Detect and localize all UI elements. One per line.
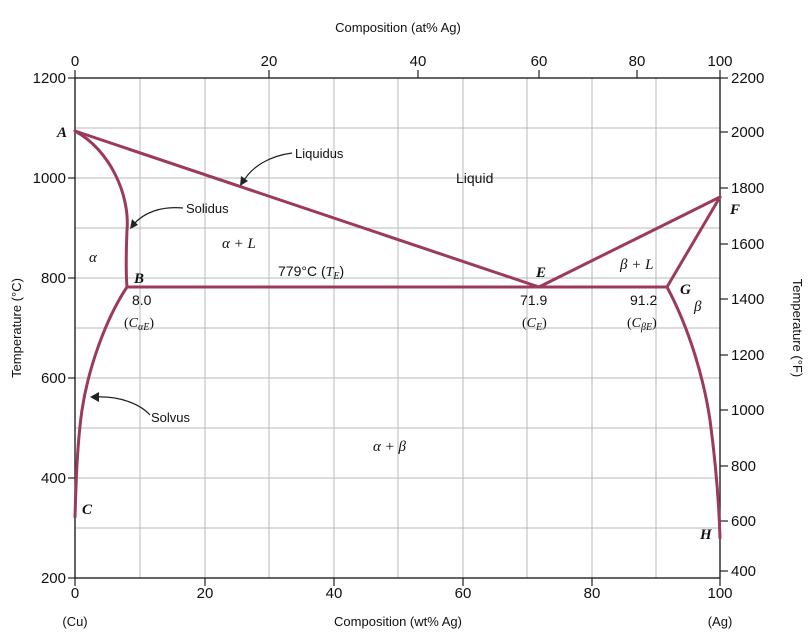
b-composition-value: 8.0: [132, 292, 152, 308]
right-tick-label: 600: [731, 513, 756, 530]
b-composition-symbol: (CαE): [124, 316, 154, 333]
right-tick-label: 1200: [731, 347, 764, 364]
solvus-arrow: [95, 396, 151, 416]
eutectic-temperature-symbol: T: [326, 265, 335, 280]
right-tick-label: 400: [731, 563, 756, 580]
top-tick-label: 0: [71, 53, 79, 70]
horizontal-grid: [75, 127, 720, 529]
top-tick-label: 80: [629, 53, 646, 70]
point-h-label: H: [699, 527, 713, 543]
left-tick-labels: 1200 1000 800 600 400 200: [33, 70, 66, 587]
bottom-tick-label: 40: [326, 585, 343, 602]
bottom-tick-label: 0: [71, 585, 79, 602]
liquidus-annotation: Liquidus: [295, 146, 344, 161]
top-tick-label: 20: [261, 53, 278, 70]
right-tick-labels: 2200 2000 1800 1600 1400 1200 1000 800 6…: [731, 70, 764, 580]
top-tick-label: 100: [707, 53, 732, 70]
point-e-label: E: [535, 265, 546, 281]
top-tick-label: 60: [531, 53, 548, 70]
left-ticks: [68, 77, 75, 579]
point-labels: A B C E F G H: [56, 125, 740, 543]
right-tick-label: 1400: [731, 291, 764, 308]
left-axis-title: Temperature (°C): [9, 278, 24, 378]
solidus-arrow: [132, 207, 184, 226]
bottom-tick-label: 60: [455, 585, 472, 602]
liquid-region-label: Liquid: [456, 170, 493, 186]
eutectic-temperature-close: ): [340, 263, 345, 279]
left-tick-label: 800: [41, 270, 66, 287]
solvus-annotation: Solvus: [151, 410, 191, 425]
phase-boundaries: [73, 129, 722, 540]
liquidus-right-line: [537, 195, 722, 289]
right-tick-label: 1600: [731, 236, 764, 253]
solvus-left-curve: [73, 285, 129, 519]
beta-plus-liquid-label: β + L: [619, 257, 653, 273]
e-composition-value: 71.9: [520, 292, 547, 308]
solvus-right-curve: [665, 285, 722, 540]
right-axis-title: Temperature (°F): [790, 279, 805, 377]
copper-end-label: (Cu): [62, 614, 87, 629]
beta-region-label: β: [693, 299, 702, 315]
right-tick-label: 800: [731, 458, 756, 475]
plot-frame: [74, 77, 721, 579]
left-tick-label: 1000: [33, 170, 66, 187]
point-b-label: B: [133, 271, 144, 287]
point-g-label: G: [680, 282, 691, 298]
eutectic-temperature-value: 779°C (: [278, 263, 326, 279]
alpha-plus-liquid-label: α + L: [222, 236, 256, 252]
top-tick-label: 40: [410, 53, 427, 70]
alpha-region-label: α: [89, 250, 98, 266]
solidus-annotation: Solidus: [186, 201, 229, 216]
alpha-plus-beta-label: α + β: [373, 439, 406, 455]
top-tick-labels: 0 20 40 60 80 100: [71, 53, 733, 70]
g-composition-value: 91.2: [630, 292, 657, 308]
bottom-tick-label: 80: [584, 585, 601, 602]
eutectic-temperature-label: 779°C (TE): [278, 263, 344, 282]
left-tick-label: 1200: [33, 70, 66, 87]
solidus-right-line: [665, 195, 722, 289]
bottom-tick-label: 20: [197, 585, 214, 602]
left-tick-label: 600: [41, 370, 66, 387]
point-c-label: C: [82, 502, 93, 518]
liquidus-left-line: [73, 129, 541, 289]
point-a-label: A: [56, 125, 67, 141]
bottom-ticks: [74, 578, 721, 586]
bottom-axis-title: Composition (wt% Ag): [334, 614, 462, 629]
bottom-tick-labels: 0 20 40 60 80 100: [71, 585, 733, 602]
solidus-left-curve: [73, 129, 129, 289]
silver-end-label: (Ag): [708, 614, 733, 629]
left-tick-label: 400: [41, 470, 66, 487]
right-tick-label: 1800: [731, 180, 764, 197]
left-tick-label: 200: [41, 570, 66, 587]
liquidus-arrow: [242, 152, 293, 183]
right-ticks: [720, 77, 728, 572]
top-axis-title: Composition (at% Ag): [335, 20, 461, 35]
point-f-label: F: [729, 202, 740, 218]
right-tick-label: 2000: [731, 124, 764, 141]
top-ticks: [74, 70, 721, 78]
right-tick-label: 1000: [731, 402, 764, 419]
right-tick-label: 2200: [731, 70, 764, 87]
bottom-tick-label: 100: [707, 585, 732, 602]
e-composition-symbol: (CE): [522, 316, 547, 333]
eutectic-temperature-subscript: E: [332, 271, 339, 282]
g-composition-symbol: (CβE): [627, 316, 657, 333]
annotation-arrows: [90, 152, 293, 416]
